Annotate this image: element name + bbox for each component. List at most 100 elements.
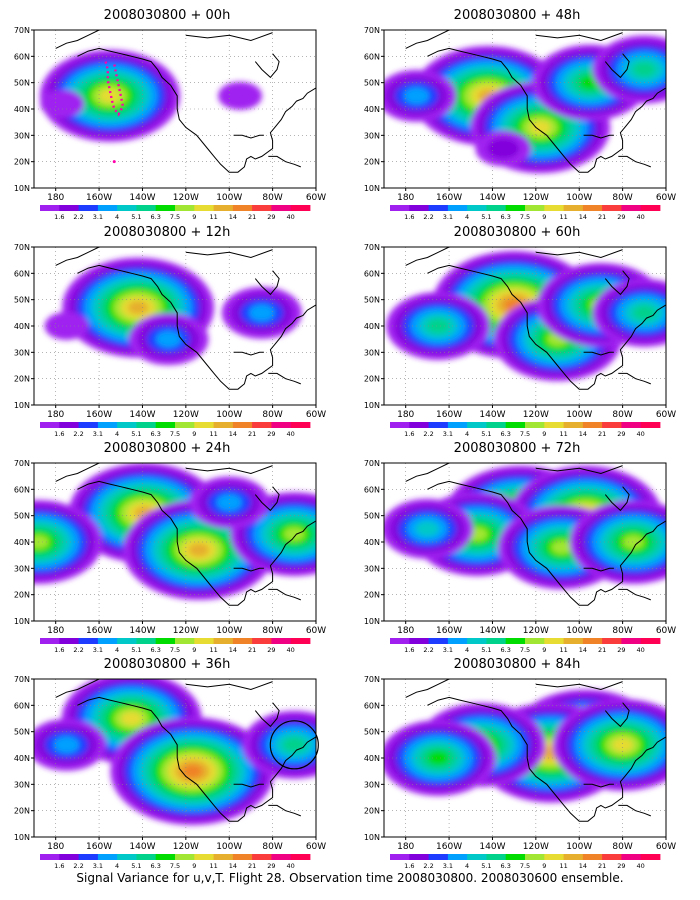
colorbar-swatch	[155, 205, 176, 211]
coastlines	[55, 247, 316, 390]
coastline	[185, 249, 273, 259]
y-tick-label: 50N	[364, 296, 380, 305]
coastline	[233, 567, 264, 572]
colorbar-label: 6.3	[151, 213, 161, 221]
y-tick-label: 30N	[14, 780, 30, 789]
colorbar-swatch	[582, 854, 603, 860]
colorbar-label: 4	[465, 430, 469, 438]
colorbar-label: 1.6	[404, 646, 414, 654]
panel-title: 2008030800 + 36h	[103, 657, 231, 672]
contour-blob	[282, 737, 306, 753]
colorbar-label: 11	[559, 430, 567, 438]
coastlines	[405, 247, 666, 390]
colorbar-swatch	[602, 422, 622, 428]
colorbar-label: 1.6	[404, 430, 414, 438]
colorbar-label: 21	[248, 213, 256, 221]
y-tick-label: 40N	[14, 754, 30, 763]
coastline	[405, 247, 450, 266]
coastline	[405, 463, 450, 482]
y-tick-label: 50N	[364, 79, 380, 88]
colorbar-swatch	[447, 638, 468, 644]
x-tick-label: 160W	[436, 410, 462, 420]
colorbar-label: 4	[115, 862, 119, 870]
colorbar-label: 29	[267, 213, 275, 221]
colorbar-label: 5.1	[481, 862, 491, 870]
colorbar-swatch	[97, 854, 118, 860]
contour-blob	[632, 305, 656, 321]
contour-blob	[426, 318, 450, 334]
colorbar-swatch	[117, 638, 137, 644]
x-tick-label: 160W	[86, 626, 112, 636]
colorbar-swatch	[505, 854, 526, 860]
x-tick-label: 120W	[173, 842, 199, 852]
x-tick-label: 160W	[436, 626, 462, 636]
x-tick-label: 80W	[262, 410, 282, 420]
colorbar-swatch	[640, 422, 661, 428]
colorbar-label: 29	[617, 646, 625, 654]
variance-field	[386, 250, 666, 382]
coastline	[427, 480, 666, 606]
colorbar-label: 40	[637, 862, 645, 870]
contour-blob	[188, 543, 210, 557]
coastline	[185, 32, 273, 42]
coastline	[254, 702, 280, 728]
colorbar-swatch	[232, 854, 253, 860]
y-tick-label: 20N	[14, 375, 30, 384]
colorbar-swatch	[155, 854, 176, 860]
colorbar-swatch	[271, 638, 292, 644]
colorbar-swatch	[640, 205, 661, 211]
x-tick-label: 160W	[86, 842, 112, 852]
panel-title: 2008030800 + 60h	[453, 225, 581, 240]
colorbar-swatch	[194, 205, 214, 211]
coastlines	[55, 463, 316, 606]
colorbar-label: 29	[267, 430, 275, 438]
coastline	[268, 588, 301, 601]
coastline	[55, 247, 100, 266]
colorbar-label: 7.5	[170, 430, 180, 438]
annotation-circle	[269, 720, 319, 770]
colorbar-label: 3.1	[93, 862, 103, 870]
colorbar-label: 7.5	[520, 862, 530, 870]
colorbar-swatch	[563, 205, 584, 211]
colorbar-swatch	[136, 422, 157, 428]
colorbar-swatch	[155, 638, 176, 644]
colorbar-swatch	[213, 854, 234, 860]
colorbar-label: 2.2	[73, 213, 83, 221]
colorbar-label: 14	[579, 646, 587, 654]
colorbar-swatch	[290, 422, 311, 428]
x-tick-label: 80W	[262, 842, 282, 852]
panel-12h: 2008030800 + 12h 10N 20N 30N 40N 50N 60N 70N 18…	[2, 225, 332, 440]
colorbar: 1.6 2.2 3.1 4 5.1 6.3 7.5 9 11 14 21 29 40	[40, 205, 311, 221]
y-tick-label: 30N	[364, 131, 380, 140]
colorbar-label: 14	[579, 862, 587, 870]
y-tick-label: 40N	[364, 322, 380, 331]
colorbar-label: 11	[559, 646, 567, 654]
colorbar: 1.6 2.2 3.1 4 5.1 6.3 7.5 9 11 14 21 29 40	[390, 422, 661, 438]
coastline	[618, 372, 651, 385]
x-tick-label: 160W	[86, 410, 112, 420]
y-tick-label: 10N	[364, 617, 380, 626]
coastline	[268, 372, 301, 385]
coastline	[618, 155, 651, 168]
coastline	[185, 681, 273, 691]
colorbar: 1.6 2.2 3.1 4 5.1 6.3 7.5 9 11 14 21 29 40	[390, 638, 661, 654]
colorbar-label: 9	[542, 430, 546, 438]
panel-title: 2008030800 + 84h	[453, 657, 581, 672]
contour-blob	[612, 737, 634, 752]
colorbar-swatch	[447, 422, 468, 428]
coastline	[55, 679, 100, 698]
panel-48h: 2008030800 + 48h 10N 20N 30N 40N 50N 60N 70N 18…	[352, 8, 682, 223]
colorbar-swatch	[621, 422, 642, 428]
y-tick-label: 40N	[14, 538, 30, 547]
y-tick-label: 50N	[364, 512, 380, 521]
colorbar-label: 1.6	[54, 430, 64, 438]
colorbar-label: 4	[465, 646, 469, 654]
x-tick-label: 80W	[262, 193, 282, 203]
colorbar-swatch	[271, 854, 292, 860]
panel-map: 10N 20N 30N 40N 50N 60N 70N 180 160W 140W 120W 100W…	[364, 675, 676, 870]
colorbar-swatch	[621, 854, 642, 860]
coastline	[583, 783, 614, 788]
panel-title: 2008030800 + 48h	[453, 8, 581, 23]
coastline	[535, 249, 623, 259]
colorbar-swatch	[78, 205, 99, 211]
